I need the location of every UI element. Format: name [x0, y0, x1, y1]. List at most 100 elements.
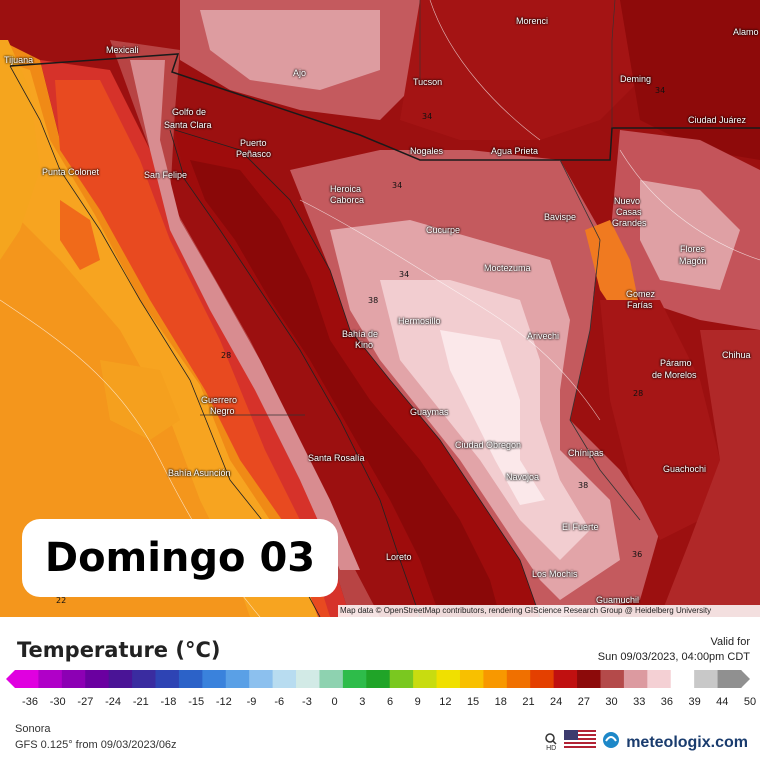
- color-swatch: [389, 670, 414, 688]
- city-label: Peñasco: [236, 149, 272, 159]
- color-swatch: [342, 670, 367, 688]
- isoline-label: 38: [368, 296, 379, 305]
- color-swatch: [85, 670, 110, 688]
- isoline-label: 22: [56, 596, 67, 605]
- color-swatch: [717, 670, 742, 688]
- city-label: Cucurpe: [426, 225, 461, 235]
- city-label: Ajo: [293, 68, 307, 78]
- city-label: Chínipas: [568, 448, 604, 458]
- color-swatch: [366, 670, 391, 688]
- city-label: de Morelos: [652, 370, 697, 380]
- city-label: Magón: [679, 256, 707, 266]
- scale-tick-label: 12: [439, 696, 452, 708]
- city-label: Nogales: [410, 146, 444, 156]
- city-label: Los Mochis: [532, 569, 578, 579]
- city-label: Ciudad Obregon: [455, 440, 522, 450]
- color-swatch: [647, 670, 672, 688]
- scale-tick-label: 18: [494, 696, 507, 708]
- city-label: Puerto: [240, 138, 267, 148]
- city-label: Moctezuma: [484, 263, 531, 273]
- scale-tick-label: 33: [633, 696, 646, 708]
- scale-tick-label: 27: [577, 696, 590, 708]
- color-swatch: [413, 670, 438, 688]
- city-label: Guamuchil: [596, 595, 640, 605]
- color-swatch: [623, 670, 648, 688]
- color-swatch: [61, 670, 86, 688]
- color-swatch: [132, 670, 157, 688]
- scale-tick-label: 9: [414, 696, 421, 708]
- scale-tick-label: -3: [302, 696, 312, 708]
- city-label: Santa Rosalía: [308, 453, 365, 463]
- scale-tick-label: -6: [274, 696, 285, 708]
- zoom-icon[interactable]: HD: [544, 733, 558, 752]
- scale-tick-label: -24: [105, 696, 122, 708]
- city-label: Ciudad Juárez: [688, 115, 747, 125]
- city-label: Heroica: [330, 184, 362, 194]
- hd-label: HD: [546, 745, 557, 752]
- scale-tick-label: 24: [550, 696, 563, 708]
- city-label: Tijuana: [4, 55, 34, 65]
- brand-name[interactable]: meteologix.com: [626, 733, 748, 751]
- scale-tick-label: 6: [386, 696, 394, 708]
- city-label: Kino: [355, 340, 374, 350]
- valid-time-block: Valid for Sun 09/03/2023, 04:00pm CDT: [598, 635, 750, 665]
- map-attribution: Map data © OpenStreetMap contributors, r…: [338, 605, 760, 617]
- city-label: Gomez: [626, 289, 656, 299]
- color-swatch: [272, 670, 297, 688]
- isoline-label: 34: [399, 270, 410, 279]
- color-swatch: [670, 670, 695, 688]
- color-swatch: [319, 670, 344, 688]
- isoline-label: 34: [422, 112, 433, 121]
- city-label: Nuevo: [614, 196, 641, 206]
- color-swatch: [530, 670, 555, 688]
- city-label: El Fuerte: [562, 522, 599, 532]
- city-label: Guachochi: [663, 464, 707, 474]
- city-label: Mexicali: [106, 45, 139, 55]
- scale-tick-label: -27: [77, 696, 94, 708]
- color-swatch: [553, 670, 578, 688]
- scale-tick-label: -36: [22, 696, 38, 708]
- color-swatch: [577, 670, 601, 688]
- color-swatch: [249, 670, 274, 688]
- color-swatch: [178, 670, 203, 688]
- city-label: Páramo: [660, 358, 692, 368]
- color-swatch: [506, 670, 531, 688]
- brand-area: HD meteologix.com: [544, 730, 748, 755]
- isoline-label: 34: [392, 181, 403, 190]
- legend-title: Temperature (°C): [17, 638, 221, 662]
- model-info: GFS 0.125° from 09/03/2023/06z: [15, 739, 177, 751]
- color-swatch: [483, 670, 508, 688]
- scale-tick-label: 44: [716, 696, 729, 708]
- city-label: Guaymas: [410, 407, 449, 417]
- isoline-label: 28: [221, 351, 232, 360]
- color-swatch: [600, 670, 625, 688]
- city-label: Chihua: [722, 350, 751, 360]
- scale-tick-label: 39: [688, 696, 701, 708]
- city-label: Alamo: [733, 27, 759, 37]
- day-label: Domingo 03: [44, 535, 316, 581]
- city-label: San Felipe: [144, 170, 188, 180]
- city-label: Arivechi: [527, 331, 560, 341]
- us-flag-icon[interactable]: [564, 730, 597, 755]
- valid-time: Sun 09/03/2023, 04:00pm CDT: [597, 651, 750, 663]
- color-swatch: [694, 670, 719, 688]
- city-label: Hermosillo: [398, 316, 441, 326]
- scale-tick-label: 36: [660, 696, 674, 708]
- city-label: Tucson: [413, 77, 443, 87]
- city-label: Golfo de: [172, 107, 207, 117]
- temperature-field: [0, 0, 760, 617]
- color-swatch: [296, 670, 320, 688]
- isoline-label: 34: [655, 86, 666, 95]
- scale-tick-label: -30: [49, 696, 66, 708]
- forecast-map[interactable]: Tijuana Mexicali Ajo Tucson Morenci Deming Ala…: [0, 0, 760, 617]
- color-swatch: [225, 670, 250, 688]
- city-label: Bahía de: [342, 329, 379, 339]
- city-label: Navojoa: [506, 472, 540, 482]
- city-label: Grandes: [612, 218, 647, 228]
- city-label: Morenci: [516, 16, 549, 26]
- isoline-label: 28: [633, 389, 644, 398]
- scale-tick-label: 15: [466, 696, 480, 708]
- city-label: Caborca: [330, 195, 365, 205]
- city-label: Agua Prieta: [491, 146, 539, 156]
- scale-tick-label: 50: [743, 696, 757, 708]
